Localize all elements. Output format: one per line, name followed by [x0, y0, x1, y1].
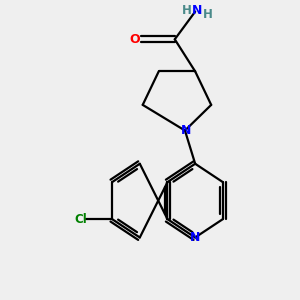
- Text: H: H: [182, 4, 192, 17]
- Text: N: N: [190, 231, 200, 244]
- Text: O: O: [130, 33, 140, 46]
- Text: N: N: [191, 4, 202, 17]
- Text: H: H: [202, 8, 212, 21]
- Text: Cl: Cl: [74, 213, 87, 226]
- Text: N: N: [181, 124, 192, 137]
